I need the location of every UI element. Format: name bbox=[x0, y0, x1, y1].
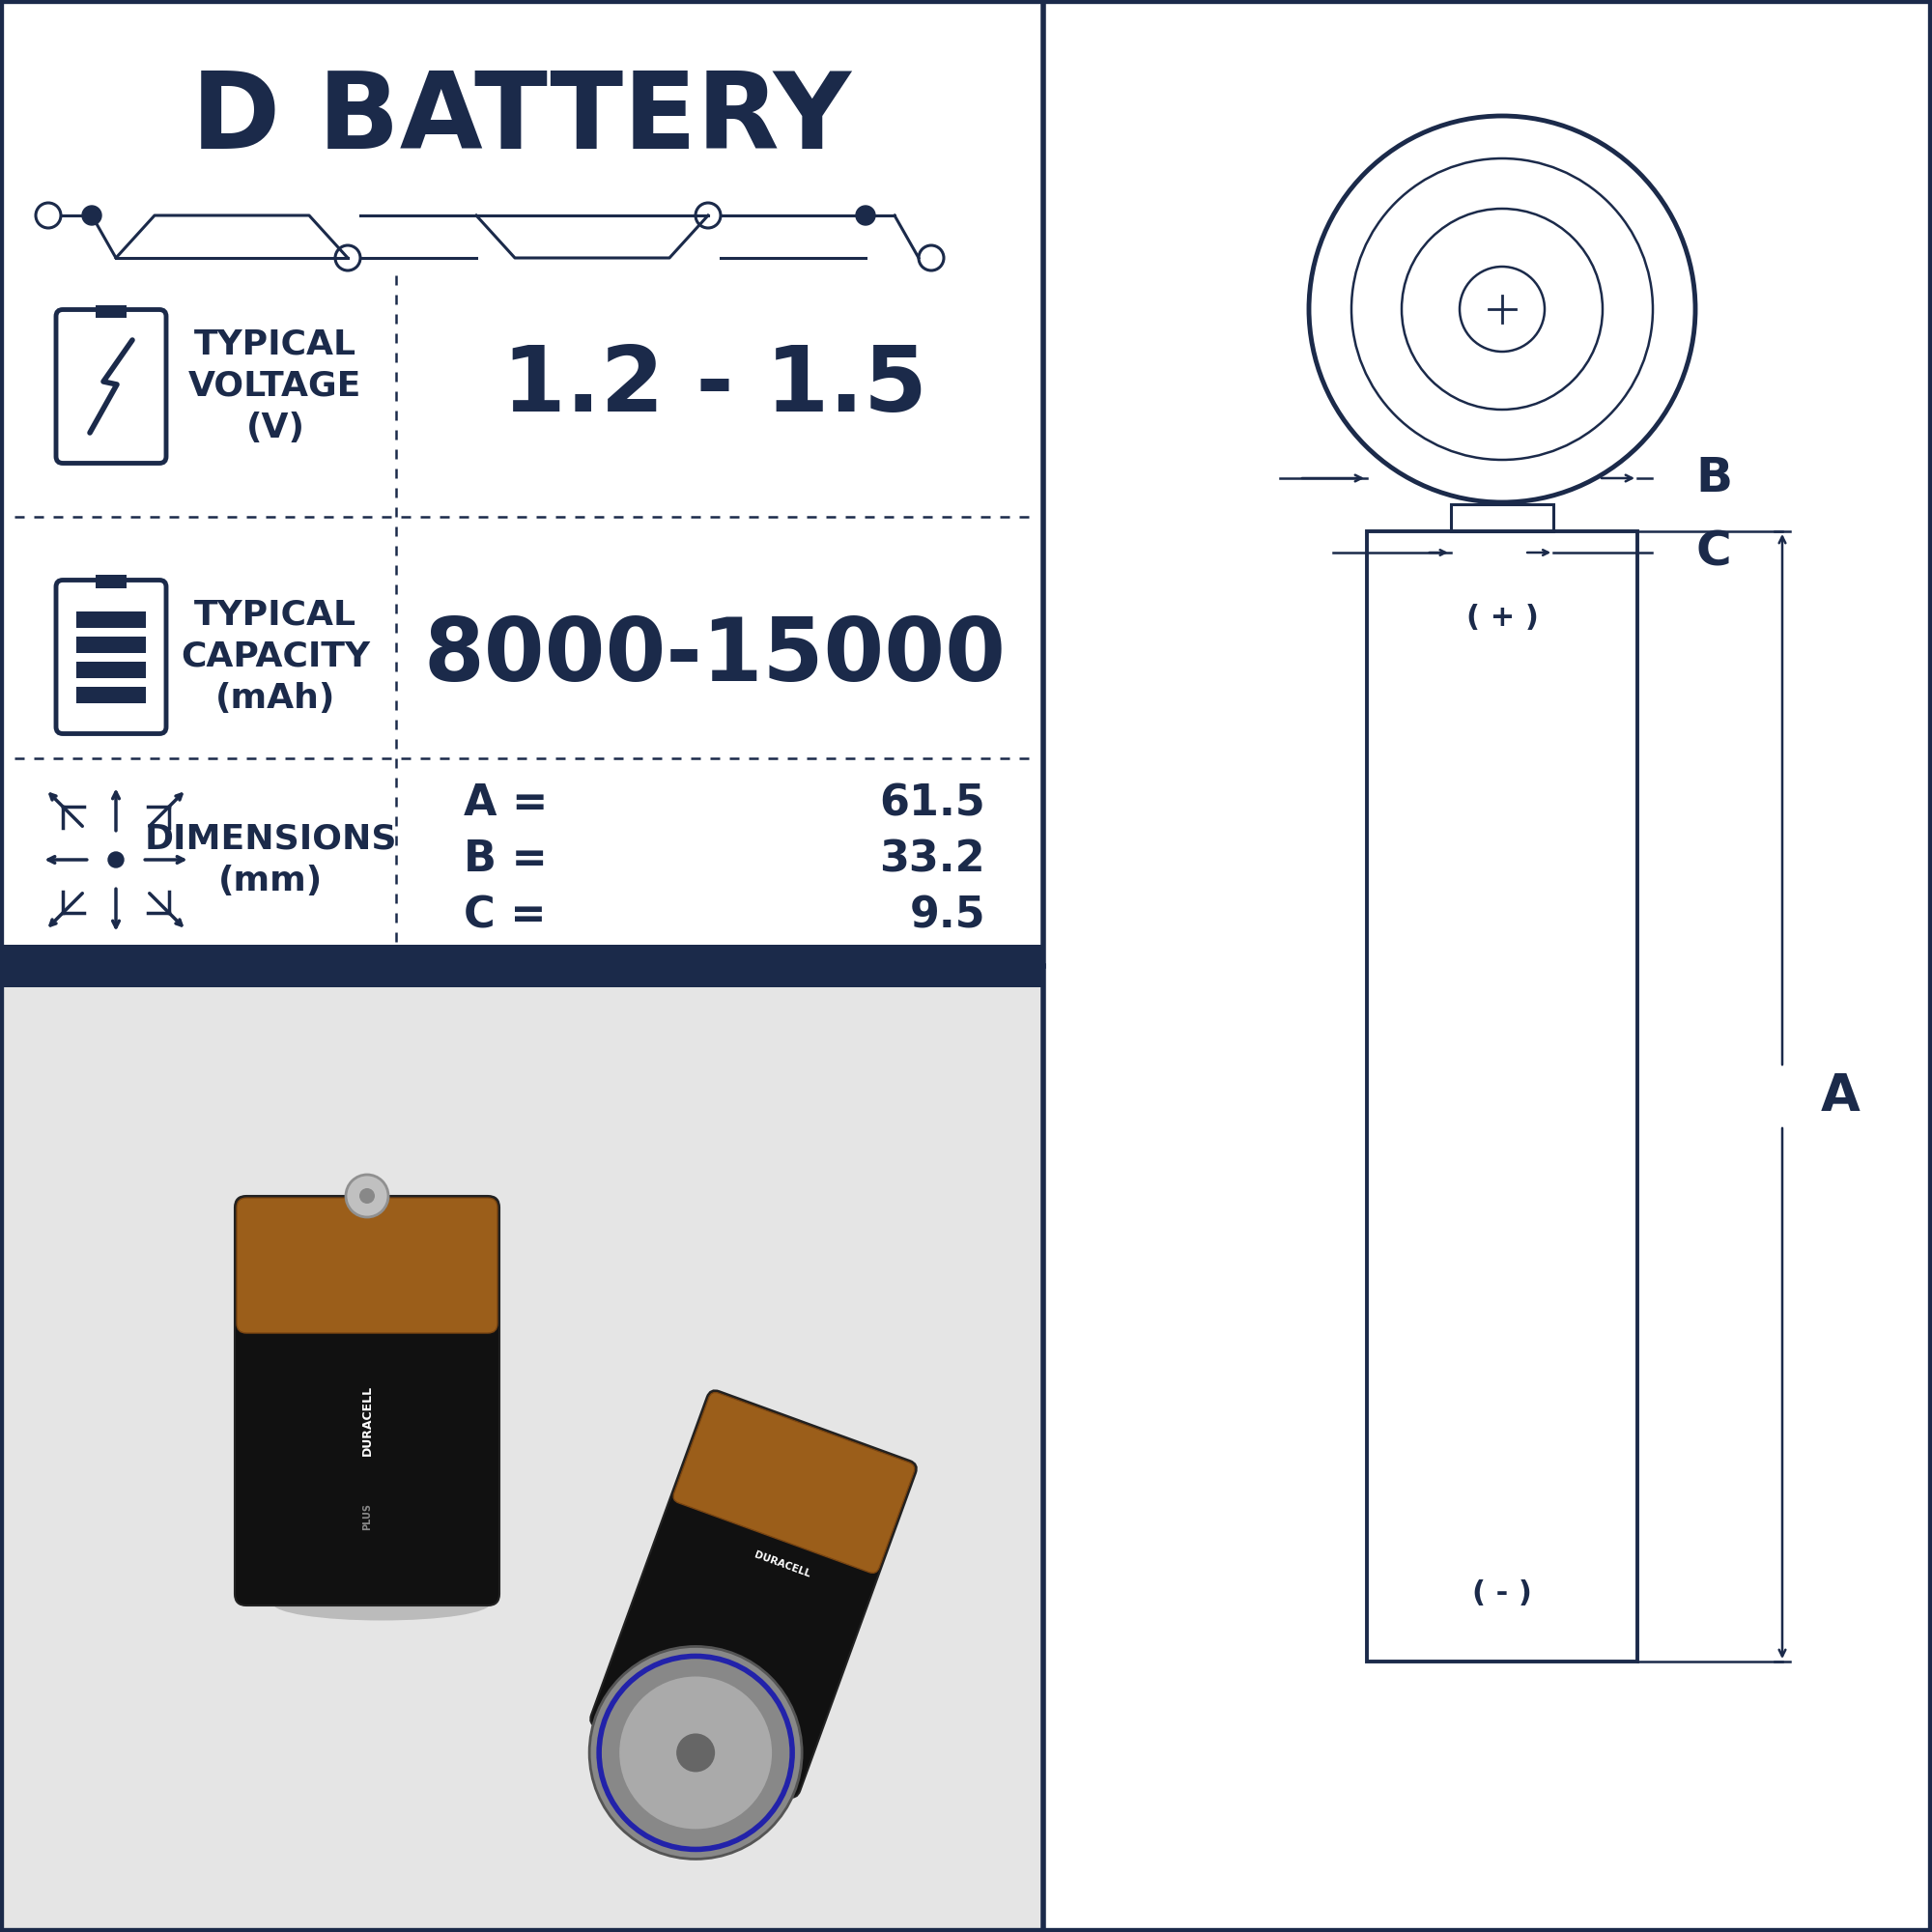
Ellipse shape bbox=[272, 1586, 491, 1621]
Text: DURACELL: DURACELL bbox=[361, 1385, 373, 1455]
Text: C: C bbox=[1696, 529, 1731, 576]
Text: ( + ): ( + ) bbox=[1466, 605, 1538, 632]
Bar bbox=[75, 636, 145, 653]
FancyBboxPatch shape bbox=[56, 309, 166, 464]
Text: 33.2: 33.2 bbox=[879, 838, 985, 881]
Text: DIMENSIONS
(mm): DIMENSIONS (mm) bbox=[145, 823, 396, 896]
Bar bbox=[75, 686, 145, 703]
Text: ( - ): ( - ) bbox=[1472, 1580, 1532, 1607]
Circle shape bbox=[346, 1175, 388, 1217]
Text: A =: A = bbox=[464, 782, 549, 825]
FancyBboxPatch shape bbox=[591, 1391, 916, 1797]
FancyBboxPatch shape bbox=[56, 580, 166, 734]
Bar bbox=[95, 305, 126, 317]
Circle shape bbox=[856, 205, 875, 224]
Bar bbox=[0, 966, 1043, 1932]
Text: TYPICAL
VOLTAGE
(V): TYPICAL VOLTAGE (V) bbox=[189, 328, 361, 444]
FancyBboxPatch shape bbox=[234, 1196, 498, 1605]
Bar bbox=[75, 661, 145, 678]
Bar bbox=[95, 576, 126, 587]
Bar bbox=[1368, 531, 1638, 1662]
Text: C =: C = bbox=[464, 895, 547, 937]
Circle shape bbox=[359, 1188, 375, 1204]
Text: A: A bbox=[1820, 1070, 1861, 1121]
Text: 1.2 - 1.5: 1.2 - 1.5 bbox=[502, 342, 927, 431]
Text: D BATTERY: D BATTERY bbox=[191, 68, 852, 172]
Text: PLUS: PLUS bbox=[363, 1503, 371, 1530]
FancyBboxPatch shape bbox=[236, 1198, 498, 1333]
Bar bbox=[75, 611, 145, 628]
Circle shape bbox=[108, 852, 124, 867]
Ellipse shape bbox=[589, 1646, 802, 1859]
Ellipse shape bbox=[618, 1675, 773, 1830]
Text: DURACELL: DURACELL bbox=[753, 1549, 811, 1580]
Text: 9.5: 9.5 bbox=[910, 895, 985, 937]
Bar bbox=[0, 945, 1043, 987]
Text: TYPICAL
CAPACITY
(mAh): TYPICAL CAPACITY (mAh) bbox=[182, 599, 371, 715]
Circle shape bbox=[81, 205, 100, 224]
Bar bbox=[1451, 504, 1553, 531]
Circle shape bbox=[676, 1733, 715, 1772]
Text: 8000-15000: 8000-15000 bbox=[423, 614, 1007, 699]
Text: B =: B = bbox=[464, 838, 547, 881]
FancyBboxPatch shape bbox=[674, 1393, 914, 1573]
Text: B: B bbox=[1696, 454, 1733, 500]
Text: 61.5: 61.5 bbox=[879, 782, 985, 825]
